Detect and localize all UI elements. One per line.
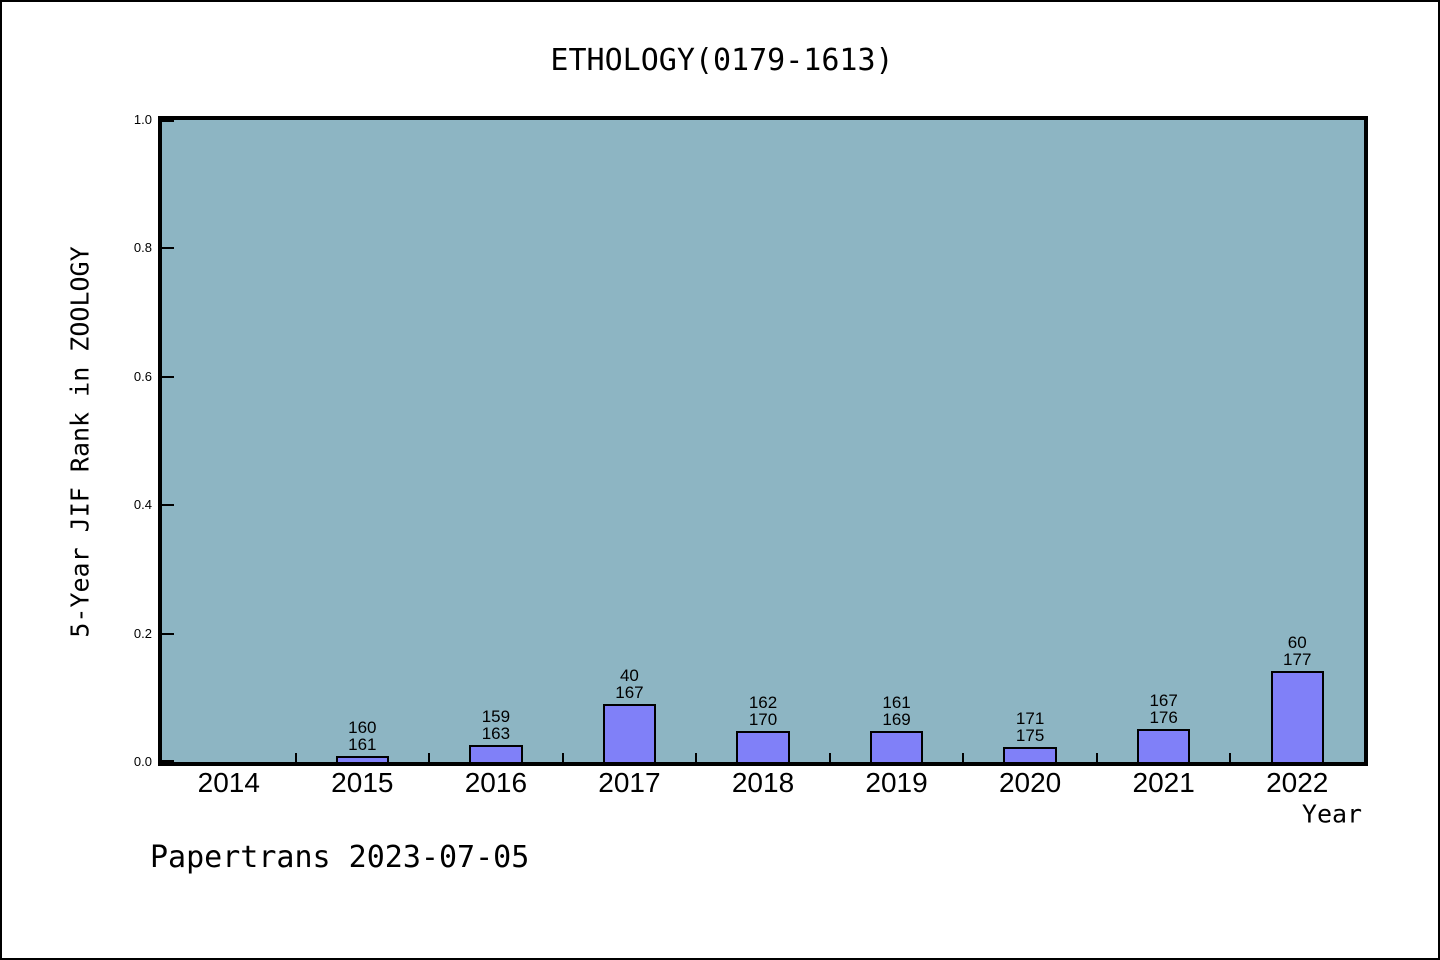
bar-annotation: 160 161 (348, 718, 377, 754)
bar-annotation: 167 176 (1149, 691, 1178, 727)
bar (469, 745, 523, 762)
bar (869, 731, 924, 762)
y-tick-mark (162, 120, 174, 122)
x-tick-mark (294, 753, 297, 762)
x-tick-label: 2017 (598, 767, 661, 798)
bar-annotation: 159 163 (481, 707, 511, 743)
x-tick-label: 2016 (464, 767, 528, 798)
x-tick-mark (1229, 753, 1232, 762)
y-tick-label: 0.4 (133, 497, 152, 513)
x-axis-label: Year (1301, 799, 1363, 829)
bar (736, 731, 790, 762)
y-tick-mark (162, 760, 174, 762)
bar (1136, 729, 1191, 762)
y-tick-mark (162, 632, 174, 635)
bar-annotation: 60 177 (1283, 633, 1312, 669)
bar-annotation: 171 175 (1015, 709, 1045, 745)
y-tick-mark (162, 247, 174, 250)
x-tick-label: 2020 (998, 767, 1062, 798)
y-axis-label: 5-Year JIF Rank in ZOOLOGY (65, 246, 95, 638)
x-tick-mark (962, 753, 965, 762)
y-tick-mark (162, 504, 174, 507)
y-tick-label: 1.0 (133, 112, 152, 127)
footer-text: Papertrans 2023-07-05 (150, 840, 530, 875)
bar (1003, 747, 1057, 762)
y-tick-label: 0.0 (133, 754, 152, 769)
y-tick-label: 0.8 (133, 240, 152, 256)
x-tick-label: 2018 (731, 767, 795, 798)
y-tick-label: 0.2 (133, 625, 152, 641)
bar (1270, 671, 1324, 762)
x-tick-label: 2021 (1132, 767, 1195, 798)
y-tick-label: 0.6 (133, 368, 152, 384)
x-tick-label: 2015 (331, 767, 394, 798)
bar-annotation: 40 167 (615, 666, 644, 702)
bar-annotation: 162 170 (748, 693, 778, 729)
y-tick-mark (162, 375, 174, 378)
chart-title: ETHOLOGY(0179-1613) (550, 43, 894, 78)
plot-area: 160 161 159 163 40 167 162 170 161 169 171 17… (158, 116, 1368, 766)
bar-annotation: 161 169 (882, 693, 911, 729)
x-tick-mark (695, 753, 698, 762)
x-tick-mark (828, 753, 831, 762)
bar (602, 704, 657, 762)
x-tick-mark (561, 753, 564, 762)
x-tick-mark (428, 753, 431, 762)
bar (335, 756, 390, 762)
x-tick-label: 2019 (865, 767, 928, 798)
x-tick-mark (1095, 753, 1098, 762)
x-tick-label: 2014 (197, 767, 260, 798)
x-tick-label: 2022 (1266, 767, 1329, 798)
